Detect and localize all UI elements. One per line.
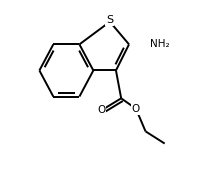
Text: O: O bbox=[132, 104, 140, 114]
Text: S: S bbox=[106, 15, 113, 25]
Text: NH₂: NH₂ bbox=[150, 39, 170, 49]
Text: O: O bbox=[97, 105, 105, 116]
